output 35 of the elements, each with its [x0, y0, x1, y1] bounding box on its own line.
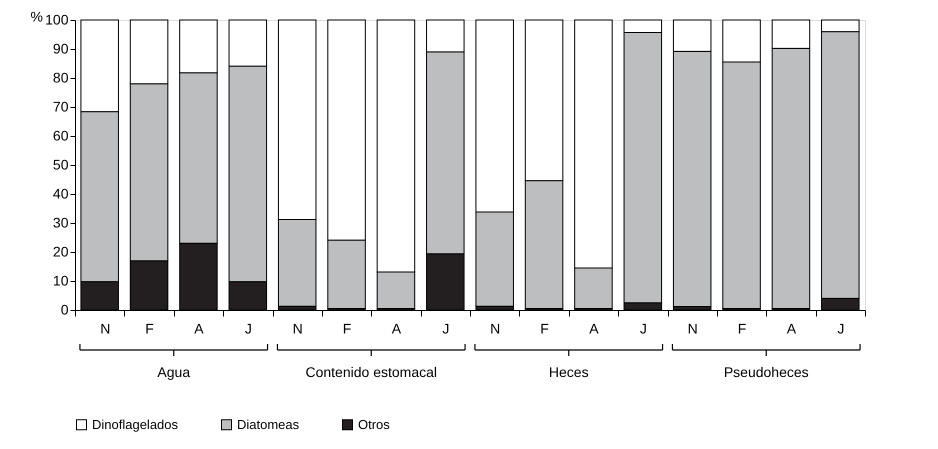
y-tick-label: 100: [45, 12, 69, 28]
x-tick-label: J: [837, 320, 844, 336]
x-tick-label: A: [786, 320, 797, 336]
y-tick-label: 80: [52, 70, 69, 86]
x-tick-label: F: [738, 320, 746, 336]
text: Pseudoheces: [724, 364, 809, 380]
y-tick-label: 0: [60, 302, 69, 318]
y-tick-label: 10: [52, 272, 69, 288]
text: Heces: [548, 364, 589, 380]
text: Contenido estomacal: [305, 364, 438, 380]
x-tick-label: F: [540, 320, 549, 336]
text: Agua: [157, 364, 190, 380]
y-tick-label: 40: [52, 186, 69, 202]
x-tick-label: F: [342, 320, 352, 336]
x-tick-label: N: [292, 320, 303, 336]
x-tick-label: A: [589, 320, 600, 336]
legend-label: Dinoflagelados: [92, 416, 179, 432]
y-tick-label: 90: [52, 40, 69, 56]
x-tick-label: J: [442, 320, 450, 336]
y-tick-label: 60: [52, 128, 69, 144]
x-tick-label: J: [640, 320, 647, 336]
x-tick-label: N: [688, 320, 698, 336]
x-tick-label: A: [194, 320, 204, 336]
x-tick-label: J: [244, 320, 252, 336]
legend-label: Diatomeas: [237, 416, 300, 432]
x-tick-label: A: [392, 320, 402, 336]
y-tick-label: 50: [52, 156, 69, 172]
x-tick-label: N: [490, 320, 500, 336]
y-tick-label: 70: [52, 98, 69, 114]
y-axis-title: %: [30, 8, 43, 24]
x-tick-label: N: [100, 320, 110, 336]
y-tick-label: 20: [52, 244, 69, 260]
y-tick-label: 30: [52, 214, 69, 230]
legend-label: Otros: [358, 416, 390, 432]
x-tick-label: F: [145, 320, 154, 336]
